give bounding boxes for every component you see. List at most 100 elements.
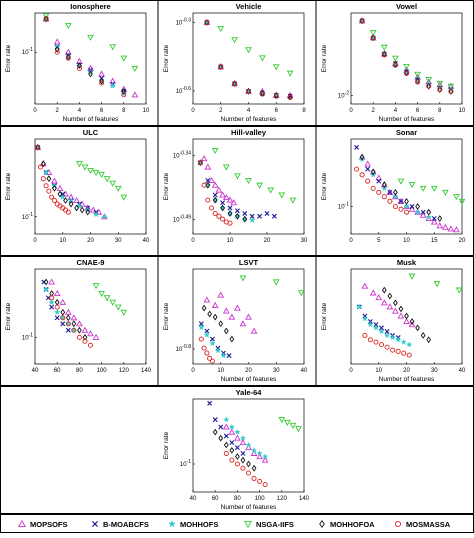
- data-point: [218, 424, 224, 430]
- x-tick-label: 20: [245, 368, 252, 374]
- x-tick-label: 0: [33, 108, 37, 114]
- subplot-title: LSVT: [239, 258, 259, 267]
- data-point: [52, 184, 57, 192]
- series-mohhofs: [356, 303, 413, 348]
- series-mohhofoa: [381, 286, 432, 344]
- series-b-moabcfs: [198, 321, 232, 359]
- subplot-title: Musk: [397, 258, 417, 267]
- data-point: [361, 282, 369, 289]
- data-point: [240, 450, 246, 456]
- data-point: [262, 482, 268, 488]
- y-axis-label: Error rate: [5, 302, 12, 330]
- data-point: [131, 91, 139, 98]
- x-tick-label: 30: [301, 238, 308, 244]
- subplot-yale-64: Yale-64 40 60 80 100 120 140 10-1 Number of feat…: [163, 388, 310, 511]
- data-point: [370, 35, 376, 41]
- data-point: [211, 147, 219, 155]
- data-point: [397, 197, 405, 204]
- y-axis-label: Error rate: [321, 172, 328, 200]
- data-point: [109, 299, 117, 306]
- data-point: [392, 193, 399, 200]
- series-mopsofs: [200, 155, 238, 206]
- series-mohhofoa: [212, 428, 257, 472]
- data-point: [278, 417, 286, 424]
- series-mohhofoa: [198, 159, 248, 223]
- legend-marker: [319, 520, 325, 528]
- data-point: [245, 470, 252, 476]
- data-point: [212, 417, 218, 423]
- data-point: [441, 223, 449, 230]
- data-point: [373, 339, 379, 345]
- data-point: [231, 37, 238, 44]
- data-point: [212, 210, 218, 217]
- x-tick-label: 2: [56, 108, 60, 114]
- y-tick-label: 10-1: [22, 47, 33, 56]
- x-axis-label: Number of features: [221, 116, 277, 123]
- data-point: [68, 200, 74, 208]
- data-point: [54, 46, 60, 53]
- data-point: [54, 304, 60, 310]
- legend-label: MOPSOFS: [30, 520, 68, 529]
- data-point: [425, 213, 432, 220]
- data-point: [222, 164, 230, 171]
- data-point: [222, 423, 230, 430]
- legend-marker: [168, 520, 176, 528]
- data-point: [458, 198, 466, 205]
- y-tick-label: 10-0.8: [176, 344, 192, 353]
- data-point: [65, 314, 71, 322]
- data-point: [79, 206, 85, 214]
- plot-area: [350, 12, 463, 105]
- series-mopsofs: [361, 282, 416, 328]
- data-point: [120, 55, 128, 62]
- data-point: [419, 211, 427, 218]
- x-tick-label: 140: [299, 496, 310, 502]
- x-tick-label: 40: [459, 368, 466, 374]
- data-point: [207, 400, 213, 406]
- data-point: [430, 185, 438, 192]
- series-nsga-iifs: [408, 273, 463, 294]
- data-point: [43, 15, 49, 23]
- data-point: [131, 65, 139, 72]
- data-point: [234, 212, 241, 219]
- data-point: [241, 215, 248, 222]
- data-point: [228, 313, 236, 320]
- data-point: [212, 196, 219, 203]
- legend-item-mohhofoa: MOHHOFOA: [319, 520, 375, 529]
- data-point: [230, 199, 238, 206]
- data-point: [362, 332, 368, 338]
- y-tick-label: 10-1: [22, 212, 33, 221]
- data-point: [239, 320, 247, 327]
- data-point: [49, 295, 55, 301]
- data-point: [370, 168, 376, 176]
- data-point: [359, 17, 365, 25]
- data-point: [60, 308, 66, 316]
- series-mopsofs: [48, 278, 100, 340]
- x-tick-label: 20: [459, 238, 466, 244]
- data-point: [76, 334, 82, 340]
- data-point: [201, 182, 207, 188]
- x-tick-label: 0: [191, 108, 195, 114]
- data-point: [245, 444, 252, 451]
- data-point: [85, 208, 91, 216]
- data-point: [406, 352, 412, 358]
- x-tick-label: 30: [273, 368, 280, 374]
- data-point: [436, 222, 444, 229]
- data-point: [447, 225, 455, 232]
- data-point: [239, 275, 247, 282]
- data-point: [78, 200, 86, 207]
- x-axis-label: Number of features: [379, 116, 435, 123]
- subplot-title: Sonar: [396, 128, 417, 137]
- x-tick-label: 60: [54, 368, 61, 374]
- x-tick-label: 5: [377, 238, 381, 244]
- data-point: [109, 44, 117, 51]
- data-point: [76, 65, 82, 71]
- data-point: [240, 456, 246, 464]
- data-point: [370, 185, 376, 191]
- data-point: [204, 350, 210, 356]
- y-axis-label: Error rate: [163, 172, 170, 200]
- data-point: [408, 273, 416, 280]
- data-point: [234, 428, 241, 435]
- data-point: [198, 321, 204, 327]
- data-point: [372, 324, 380, 331]
- x-tick-label: 40: [190, 496, 197, 502]
